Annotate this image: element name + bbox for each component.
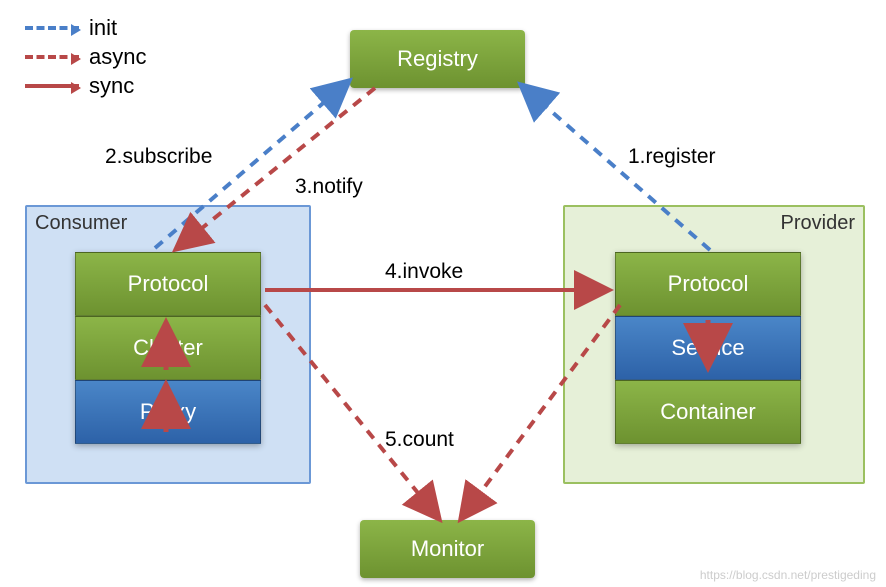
diagram-container: { "type": "flowchart", "legend": { "item…: [0, 0, 886, 587]
legend-label-async: async: [89, 44, 146, 70]
provider-title: Provider: [781, 212, 855, 235]
legend: init async sync: [25, 15, 146, 102]
consumer-stack: Protocol Cluster Proxy: [75, 252, 261, 444]
legend-label-sync: sync: [89, 73, 134, 99]
label-notify: 3.notify: [295, 175, 363, 199]
legend-label-init: init: [89, 15, 117, 41]
consumer-protocol: Protocol: [75, 252, 261, 316]
provider-protocol: Protocol: [615, 252, 801, 316]
watermark: https://blog.csdn.net/prestigeding: [700, 568, 876, 582]
legend-init: init: [25, 15, 146, 41]
label-register: 1.register: [628, 145, 716, 169]
provider-service-label: Service: [671, 335, 744, 361]
consumer-cluster-label: Cluster: [133, 335, 203, 361]
provider-container: Container: [615, 380, 801, 444]
legend-sync: sync: [25, 73, 146, 99]
consumer-cluster: Cluster: [75, 316, 261, 380]
consumer-proxy-label: Proxy: [140, 399, 196, 425]
consumer-protocol-label: Protocol: [128, 271, 209, 297]
label-subscribe: 2.subscribe: [105, 145, 212, 169]
label-count: 5.count: [385, 428, 454, 452]
registry-label: Registry: [397, 46, 478, 72]
monitor-label: Monitor: [411, 536, 484, 562]
registry-node: Registry: [350, 30, 525, 88]
consumer-proxy: Proxy: [75, 380, 261, 444]
provider-container-label: Container: [660, 399, 755, 425]
monitor-node: Monitor: [360, 520, 535, 578]
consumer-title: Consumer: [35, 212, 127, 235]
provider-protocol-label: Protocol: [668, 271, 749, 297]
provider-service: Service: [615, 316, 801, 380]
provider-stack: Protocol Service Container: [615, 252, 801, 444]
label-invoke: 4.invoke: [385, 260, 463, 284]
legend-async: async: [25, 44, 146, 70]
